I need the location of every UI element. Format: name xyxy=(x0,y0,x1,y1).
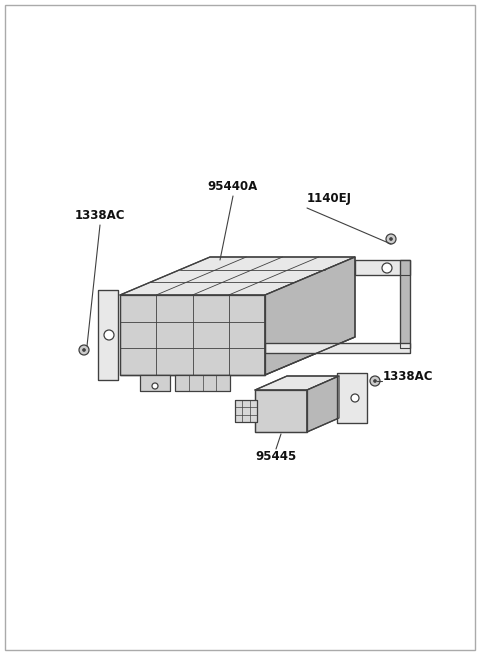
Circle shape xyxy=(386,234,396,244)
Polygon shape xyxy=(337,373,367,423)
Circle shape xyxy=(382,263,392,273)
Text: 95440A: 95440A xyxy=(208,180,258,193)
Polygon shape xyxy=(255,376,339,390)
Polygon shape xyxy=(307,376,339,432)
Polygon shape xyxy=(175,375,230,391)
Circle shape xyxy=(104,330,114,340)
Polygon shape xyxy=(400,260,410,348)
Circle shape xyxy=(79,345,89,355)
Polygon shape xyxy=(235,400,257,422)
Circle shape xyxy=(374,380,376,383)
Text: 1338AC: 1338AC xyxy=(383,371,433,383)
Circle shape xyxy=(152,383,158,389)
Polygon shape xyxy=(98,290,118,380)
Polygon shape xyxy=(355,260,410,275)
Polygon shape xyxy=(120,295,265,375)
Text: 1140EJ: 1140EJ xyxy=(307,192,352,205)
Polygon shape xyxy=(140,375,170,391)
Circle shape xyxy=(83,349,85,351)
Text: 95445: 95445 xyxy=(255,450,297,463)
Polygon shape xyxy=(265,257,355,375)
Polygon shape xyxy=(120,257,355,295)
Polygon shape xyxy=(255,390,307,432)
Circle shape xyxy=(351,394,359,402)
Polygon shape xyxy=(265,343,410,353)
Text: 1338AC: 1338AC xyxy=(75,209,125,222)
Circle shape xyxy=(390,238,392,240)
Circle shape xyxy=(370,376,380,386)
